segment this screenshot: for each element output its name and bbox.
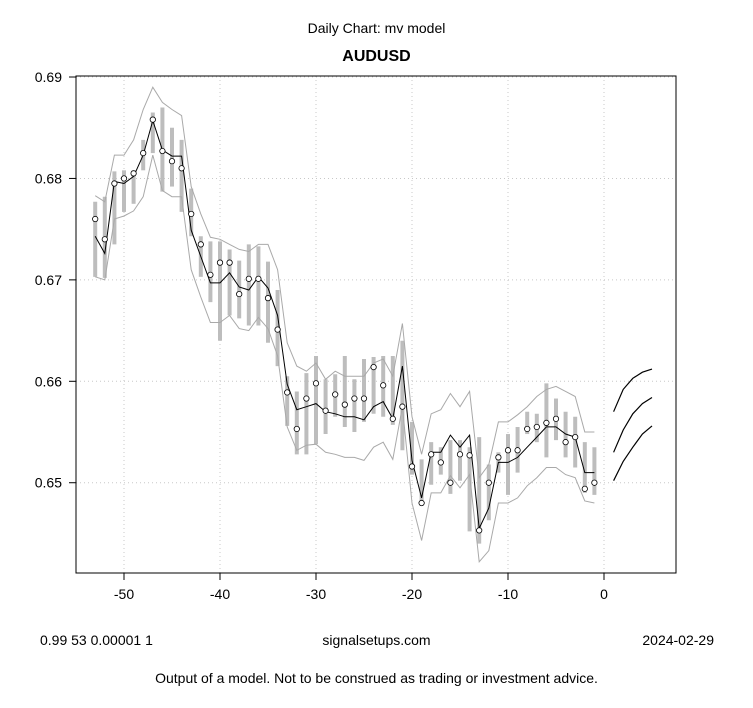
data-point — [188, 210, 195, 218]
data-point — [418, 499, 425, 507]
forecast-lower-line — [613, 425, 653, 481]
chart-title: AUDUSD — [342, 48, 411, 65]
data-point — [293, 425, 300, 433]
data-point — [399, 403, 406, 410]
data-point — [236, 290, 243, 298]
data-point — [92, 215, 99, 223]
x-tick-label: -10 — [498, 586, 518, 602]
data-point — [447, 479, 454, 486]
plot-frame — [75, 75, 677, 574]
data-point — [274, 326, 281, 333]
data-point — [466, 452, 473, 459]
data-point — [485, 479, 492, 486]
data-point — [140, 149, 147, 157]
data-point — [456, 451, 464, 458]
series-band-upper — [94, 86, 595, 480]
y-tick-label: 0.68 — [35, 170, 62, 186]
site-credit: signalsetups.com — [322, 632, 431, 648]
data-point — [245, 275, 252, 282]
data-point — [581, 485, 588, 492]
data-point — [322, 407, 329, 414]
x-tick-label: -50 — [114, 586, 134, 602]
data-point — [514, 447, 521, 454]
data-point — [312, 380, 320, 387]
data-point — [207, 271, 214, 278]
data-point — [120, 175, 128, 182]
y-tick-label: 0.66 — [35, 373, 62, 389]
data-point — [226, 259, 233, 266]
data-point — [284, 389, 291, 396]
data-point — [341, 401, 348, 408]
data-point — [130, 170, 137, 177]
data-point — [216, 259, 224, 266]
data-point — [552, 415, 560, 422]
forecast-upper-line — [613, 368, 653, 412]
disclaimer: Output of a model. Not to be construed a… — [155, 670, 598, 686]
series-model-line — [94, 118, 595, 531]
data-point — [149, 116, 156, 123]
x-tick-label: -20 — [402, 586, 422, 602]
chart-subtitle: Daily Chart: mv model — [307, 20, 446, 36]
data-point — [504, 447, 512, 454]
series-band-lower — [95, 154, 595, 563]
data-point — [332, 391, 339, 398]
data-point — [476, 527, 483, 534]
data-point — [572, 433, 579, 441]
data-point — [428, 451, 435, 458]
y-tick-label: 0.67 — [35, 272, 62, 288]
data-point — [360, 395, 368, 402]
forecast-mid-line — [613, 396, 653, 453]
data-point — [178, 165, 185, 172]
y-tick-label: 0.69 — [35, 69, 62, 85]
model-params: 0.99 53 0.00001 1 — [40, 632, 153, 648]
data-point — [543, 419, 550, 426]
data-point — [264, 295, 272, 302]
data-point — [101, 236, 108, 243]
x-tick-label: -40 — [210, 586, 230, 602]
data-point — [168, 158, 176, 165]
data-point — [408, 463, 416, 470]
data-point — [351, 395, 358, 402]
data-point — [197, 241, 204, 248]
data-point — [533, 423, 540, 431]
chart-date: 2024-02-29 — [642, 632, 714, 648]
y-tick-label: 0.65 — [35, 475, 62, 491]
data-point — [370, 363, 377, 371]
data-point — [389, 415, 396, 422]
data-point — [159, 147, 166, 155]
data-point — [380, 382, 387, 389]
data-point — [591, 479, 598, 486]
data-point — [437, 459, 444, 466]
data-point — [524, 425, 531, 433]
data-point — [303, 395, 310, 402]
data-point — [495, 454, 502, 461]
data-point — [111, 180, 118, 187]
data-point — [562, 439, 569, 446]
x-tick-label: -30 — [306, 586, 326, 602]
data-point — [255, 275, 262, 282]
x-tick-label: 0 — [600, 586, 608, 602]
